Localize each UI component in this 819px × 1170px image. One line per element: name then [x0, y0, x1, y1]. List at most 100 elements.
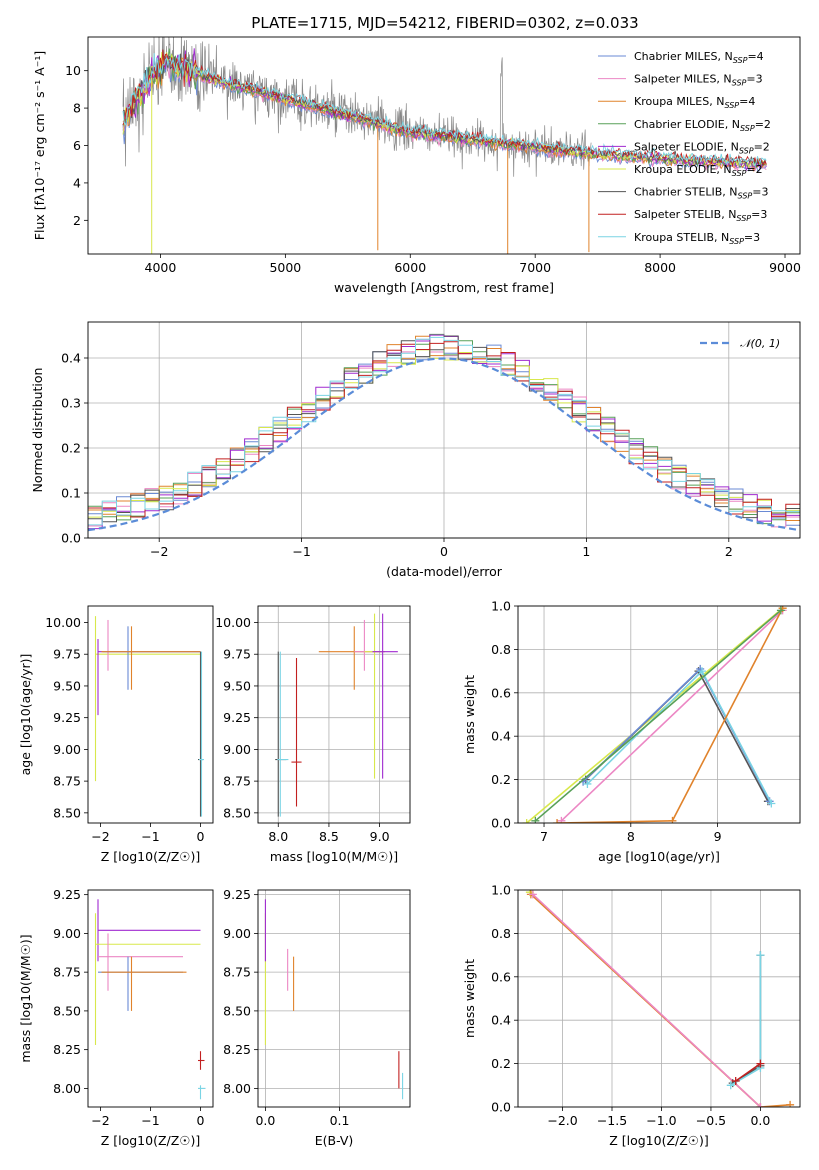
- legend: 𝒩(0, 1): [700, 337, 780, 350]
- y-tick-label: 1.0: [491, 599, 511, 614]
- ssp-errorbar-salpeter_stelib: [198, 1051, 205, 1070]
- y-tick-label: 8.75: [223, 774, 251, 789]
- mass-weight-point: [786, 1100, 795, 1107]
- mass-weight-point: [583, 779, 592, 788]
- y-axis-label: Flux [fλ10⁻¹⁷ erg cm⁻² s⁻¹ A⁻¹]: [32, 51, 47, 240]
- x-axis-label: age [log10(age/yr)]: [598, 849, 720, 864]
- mass-weight-point: [697, 667, 706, 676]
- residual-histogram-salpeter_stelib: [88, 341, 800, 518]
- legend-entry: Salpeter MILES, NSSP=3: [634, 73, 763, 88]
- x-tick-label: −2: [150, 544, 168, 559]
- mass-weight-line-kroupa_miles: [556, 607, 784, 823]
- plot-area-residuals: [88, 333, 800, 532]
- x-tick-label: −1: [141, 829, 159, 844]
- y-tick-label: 9.00: [223, 926, 251, 941]
- mass-weight-point: [731, 1076, 740, 1085]
- mass-weight-point: [553, 819, 562, 823]
- panel-age_vs_mass: 8.0 8.5 9.0 8.50 8.75 9.00 9.25 9.50 9.75 10.00 ma…: [215, 605, 411, 864]
- plot-area-mass_vs_Z: [94, 899, 206, 1100]
- x-tick-label: 0.0: [750, 1113, 770, 1128]
- y-tick-label: 8.75: [53, 965, 81, 980]
- ssp-errorbar-chabrier_stelib: [198, 651, 203, 817]
- y-tick-label: 0.2: [61, 441, 81, 456]
- y-tick-label: 9.25: [53, 887, 81, 902]
- y-tick-label: 8.25: [223, 1042, 251, 1057]
- x-tick-label: −2: [91, 1113, 109, 1128]
- x-axis-label: Z [log10(Z/Z☉)]: [101, 1133, 201, 1148]
- legend-entry: Kroupa STELIB, NSSP=3: [634, 231, 760, 246]
- legend-entry: Chabrier STELIB, NSSP=3: [634, 186, 768, 201]
- panel-residuals: −2 −1 0 1 2 0.0 0.1 0.2 0.3 0.4 (data-model)/error…: [30, 321, 801, 579]
- ssp-errorbar-kroupa_miles: [101, 956, 187, 1011]
- y-tick-label: 9.50: [53, 678, 81, 693]
- y-tick-label: 0.8: [491, 642, 511, 657]
- mass-weight-point: [522, 819, 531, 823]
- mass-weight-line-kroupa_stelib: [586, 669, 773, 804]
- y-axis-label: age [log10(age/yr)]: [18, 654, 33, 776]
- x-tick-label: 8.0: [268, 829, 288, 844]
- axes-frame: [257, 605, 411, 824]
- panel-mw_vs_Z: −2.0 −1.5 −1.0 −0.5 0.0 0.0 0.2 0.4 0.6 0.8 1.0 Z […: [462, 883, 801, 1148]
- panel-mass_vs_Z: −2 −1 0 8.00 8.25 8.50 8.75 9.00 9.25 Z [log10(Z/…: [18, 887, 214, 1148]
- mass-weight-point: [531, 816, 540, 823]
- y-tick-label: 0.0: [61, 531, 81, 546]
- axes-frame: [87, 889, 214, 1108]
- y-tick-label: 9.25: [53, 710, 81, 725]
- y-axis-label: Normed distribution: [30, 368, 45, 493]
- y-tick-label: 9.00: [223, 742, 251, 757]
- x-tick-label: 9000: [769, 260, 801, 275]
- x-tick-label: −1: [141, 1113, 159, 1128]
- y-tick-label: 8.50: [223, 1003, 251, 1018]
- panel-mw_vs_age: 7 8 9 0.0 0.2 0.4 0.6 0.8 1.0 age [log10(age/yr)]…: [462, 599, 801, 864]
- y-tick-label: 9.75: [223, 647, 251, 662]
- axes-frame: [87, 605, 214, 824]
- ssp-errorbar-salpeter_miles: [354, 619, 385, 671]
- y-axis-label: mass [log10(M/M☉)]: [18, 934, 33, 1062]
- x-tick-label: 8.5: [319, 829, 339, 844]
- ssp-errorbar-salpeter_elodie: [372, 613, 398, 779]
- x-axis-label: E(B-V): [315, 1133, 354, 1148]
- y-tick-label: 8.25: [53, 1042, 81, 1057]
- plot-area-age_vs_Z: [94, 616, 204, 817]
- plot-area-age_vs_mass: [275, 613, 398, 817]
- y-tick-label: 4: [73, 175, 81, 190]
- ssp-errorbar-salpeter_stelib: [291, 658, 302, 807]
- mass-weight-line-kroupa_miles: [530, 893, 791, 1107]
- x-tick-label: 7: [540, 829, 548, 844]
- y-tick-label: 0.6: [491, 685, 511, 700]
- y-tick-label: 1.0: [491, 883, 511, 898]
- x-tick-label: 6000: [394, 260, 426, 275]
- x-tick-label: −0.5: [696, 1113, 726, 1128]
- y-tick-label: 8.75: [223, 965, 251, 980]
- y-tick-label: 8.50: [53, 1003, 81, 1018]
- x-tick-label: 0: [197, 1113, 205, 1128]
- y-axis-label: mass weight: [462, 675, 477, 754]
- y-tick-label: 0.1: [61, 486, 81, 501]
- ssp-errorbar-kroupa_stelib: [198, 1085, 206, 1100]
- y-tick-label: 8.00: [223, 1081, 251, 1096]
- mass-weight-point: [528, 890, 537, 899]
- panel-spectrum: 4000 5000 6000 7000 8000 9000 2 4 6 8 10 wavelength…: [32, 36, 801, 295]
- mass-weight-line-chabrier_elodie: [534, 609, 782, 822]
- x-tick-label: −1.5: [597, 1113, 627, 1128]
- y-tick-label: 0.2: [491, 772, 511, 787]
- x-tick-label: 0: [197, 829, 205, 844]
- normal-reference-curve: [88, 357, 800, 532]
- legend-entry: Chabrier ELODIE, NSSP=2: [634, 118, 771, 133]
- x-tick-label: 8: [627, 829, 635, 844]
- y-tick-label: 0.4: [491, 729, 511, 744]
- panel-mass_vs_ebv: 0.0 0.1 8.00 8.25 8.50 8.75 9.00 9.25 E(B-V): [223, 887, 411, 1148]
- plot-area-mw_vs_Z: [525, 890, 795, 1107]
- ssp-errorbar-kroupa_miles: [101, 626, 201, 690]
- mass-weight-point: [756, 1059, 765, 1068]
- plot-area-spectrum: [122, 37, 767, 254]
- x-tick-label: 8000: [644, 260, 676, 275]
- y-tick-label: 0.0: [491, 1100, 511, 1115]
- y-tick-label: 9.75: [53, 647, 81, 662]
- y-tick-label: 9.00: [53, 742, 81, 757]
- mass-weight-line-kroupa_elodie: [526, 607, 784, 823]
- ssp-errorbar-salpeter_miles: [98, 933, 183, 991]
- ssp-errorbar-salpeter_elodie: [97, 638, 201, 716]
- y-tick-label: 0.0: [491, 816, 511, 831]
- legend-entry: Kroupa MILES, NSSP=4: [634, 95, 755, 110]
